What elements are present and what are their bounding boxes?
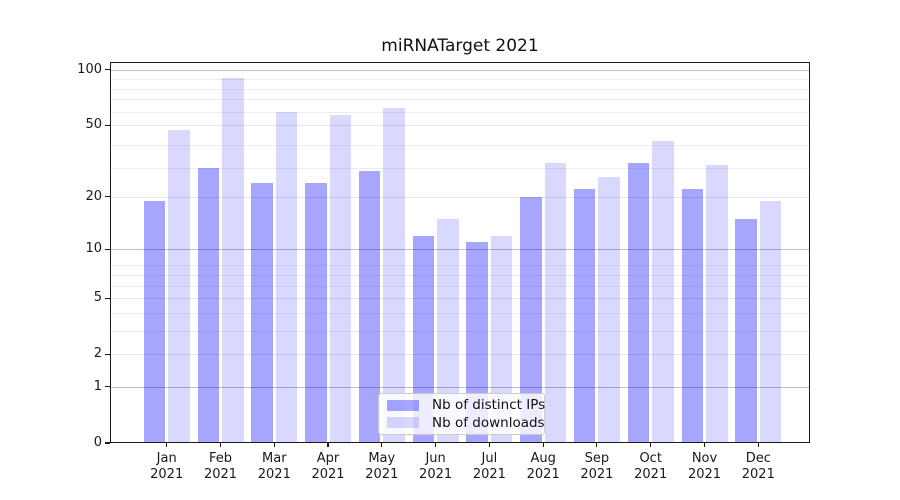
y-tick-label: 20	[85, 188, 102, 204]
bar	[251, 182, 273, 443]
x-tick-mark	[542, 443, 544, 447]
bar	[383, 108, 405, 443]
y-tick-mark	[105, 124, 110, 126]
legend-label-distinct-ips: Nb of distinct IPs	[432, 397, 546, 414]
gridline	[110, 125, 810, 127]
gridline	[110, 144, 810, 146]
x-tick-mark	[596, 443, 598, 447]
bar	[329, 114, 351, 443]
x-tick-mark	[273, 443, 275, 447]
bar	[573, 189, 596, 443]
bar	[412, 235, 435, 443]
y-tick-mark	[105, 442, 110, 444]
bar	[627, 162, 650, 443]
bar	[490, 235, 513, 443]
bar	[466, 242, 488, 443]
x-tick-mark	[488, 443, 490, 447]
gridline	[110, 274, 810, 276]
gridline	[110, 298, 810, 300]
legend-item-downloads: Nb of downloads	[379, 414, 545, 431]
bar	[143, 200, 166, 443]
gridline	[110, 99, 810, 101]
bar	[706, 165, 728, 443]
bar	[275, 111, 298, 443]
gridline	[110, 285, 810, 287]
y-tick-mark	[105, 353, 110, 355]
y-tick-label: 50	[85, 117, 102, 133]
plot-area: Nb of distinct IPs Nb of downloads	[110, 62, 810, 443]
y-tick-mark	[105, 248, 110, 250]
x-tick-label: Dec 2021	[741, 451, 775, 482]
x-tick-label: Mar 2021	[257, 451, 291, 482]
y-tick-mark	[105, 69, 110, 71]
chart-title: miRNATarget 2021	[381, 36, 539, 56]
gridline	[110, 330, 810, 332]
x-tick-mark	[650, 443, 652, 447]
gridline	[110, 69, 810, 71]
y-tick-label: 100	[77, 61, 102, 77]
gridline	[110, 249, 810, 251]
x-tick-label: Feb 2021	[203, 451, 238, 482]
x-tick-label: Oct 2021	[634, 451, 668, 482]
x-tick-mark	[219, 443, 222, 447]
x-tick-label: Aug 2021	[526, 451, 560, 482]
bar	[437, 218, 459, 443]
x-tick-mark	[703, 443, 706, 447]
x-tick-mark	[327, 443, 329, 447]
x-tick-label: May 2021	[365, 451, 399, 482]
gridline	[110, 79, 810, 81]
x-tick-mark	[757, 443, 759, 447]
y-tick-mark	[105, 297, 110, 299]
y-tick-label: 0	[93, 435, 102, 450]
bar	[222, 78, 244, 443]
x-tick-label: Nov 2021	[687, 451, 722, 482]
x-tick-label: Jan 2021	[150, 451, 184, 482]
gridline	[110, 312, 810, 314]
x-tick-mark	[435, 443, 437, 447]
legend-item-distinct-ips: Nb of distinct IPs	[379, 397, 546, 414]
bar	[197, 168, 219, 443]
x-tick-label: Jun 2021	[419, 451, 453, 482]
x-tick-label: Apr 2021	[311, 451, 345, 482]
legend: Nb of distinct IPs Nb of downloads	[378, 393, 545, 435]
gridline	[110, 168, 810, 169]
y-tick-mark	[105, 196, 110, 198]
gridline	[110, 196, 810, 198]
gridline	[110, 88, 810, 90]
bar	[652, 140, 674, 443]
bar	[305, 182, 327, 443]
y-tick-label: 10	[85, 241, 102, 257]
bar	[598, 176, 620, 443]
bar	[358, 170, 381, 443]
x-tick-mark	[381, 443, 383, 447]
legend-label-downloads: Nb of downloads	[432, 414, 545, 431]
bar	[168, 130, 190, 443]
y-tick-mark	[105, 386, 110, 388]
y-tick-label: 5	[93, 290, 102, 306]
gridline	[110, 354, 810, 356]
y-tick-label: 1	[93, 378, 102, 394]
bar	[520, 196, 542, 443]
bar	[544, 162, 567, 443]
legend-swatch-downloads	[387, 417, 419, 429]
x-tick-mark	[166, 443, 168, 447]
bar	[735, 218, 757, 443]
bar	[759, 200, 782, 443]
bar	[681, 189, 703, 443]
y-tick-label: 2	[93, 346, 102, 362]
x-tick-label: Sep 2021	[580, 451, 614, 482]
gridline	[110, 111, 810, 113]
legend-swatch-distinct-ips	[387, 399, 419, 411]
gridline	[110, 386, 810, 388]
x-tick-label: Jul 2021	[472, 451, 506, 482]
gridline	[110, 265, 810, 267]
